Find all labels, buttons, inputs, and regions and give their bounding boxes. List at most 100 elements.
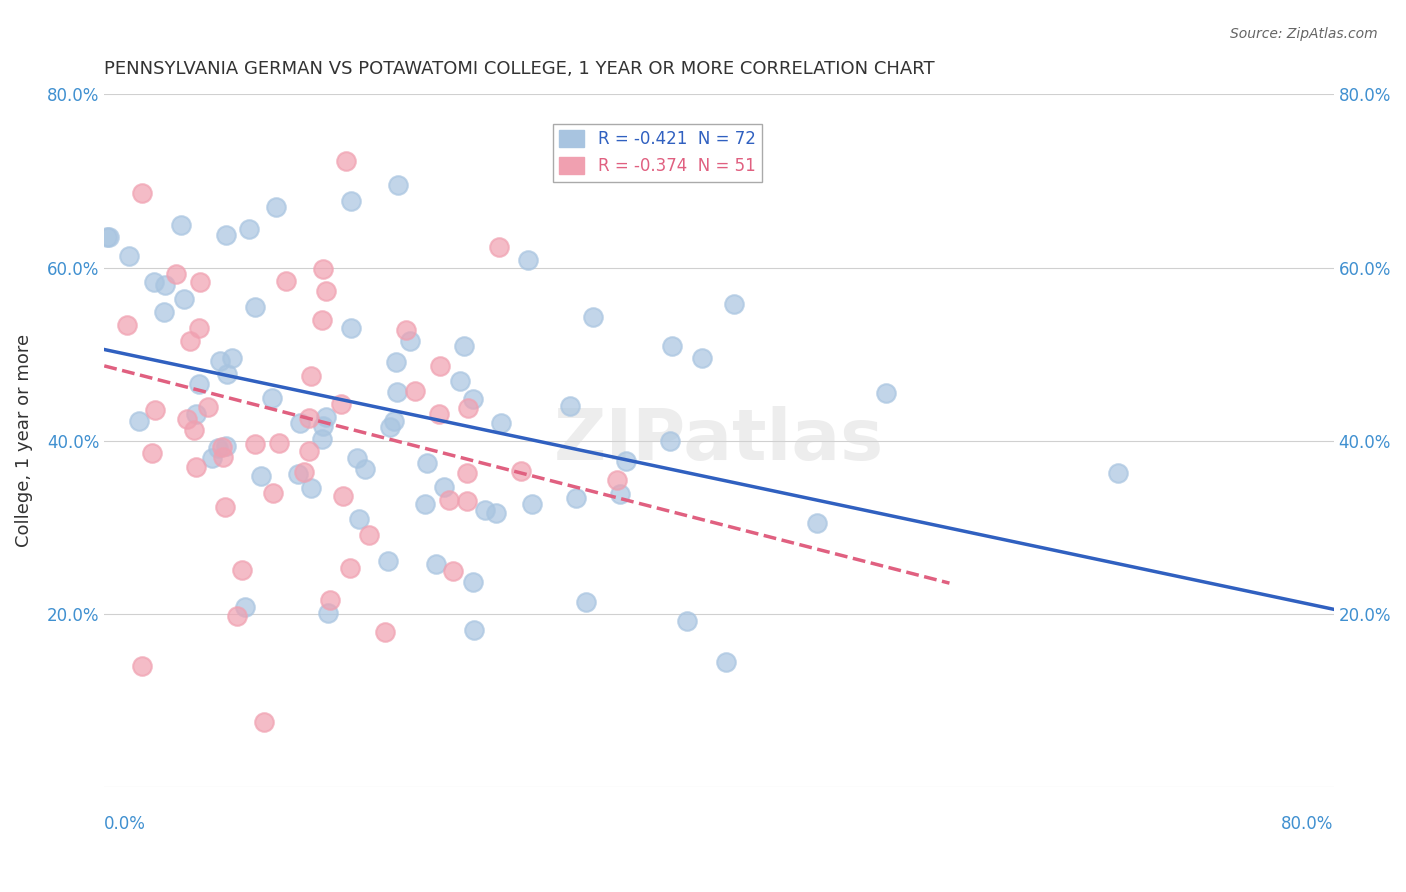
Point: [187, 321, 209, 335]
Point: [382, 414, 405, 428]
Point: [374, 625, 396, 640]
Point: [145, 402, 167, 417]
Point: [335, 154, 357, 169]
Point: [384, 355, 406, 369]
Point: [124, 59, 146, 73]
Point: [243, 436, 266, 450]
Point: [346, 451, 368, 466]
Point: [1107, 466, 1129, 480]
Point: [339, 321, 361, 335]
Text: Source: ZipAtlas.com: Source: ZipAtlas.com: [1230, 27, 1378, 41]
Point: [243, 300, 266, 314]
Point: [264, 200, 287, 214]
Point: [141, 446, 163, 460]
Point: [558, 399, 581, 413]
Point: [457, 401, 479, 415]
Point: [165, 267, 187, 281]
Point: [118, 249, 141, 263]
Point: [806, 516, 828, 531]
Point: [262, 485, 284, 500]
Point: [226, 609, 249, 624]
Point: [575, 595, 598, 609]
Point: [474, 503, 496, 517]
Point: [215, 367, 238, 381]
Point: [250, 469, 273, 483]
Point: [339, 561, 361, 575]
Point: [173, 292, 195, 306]
Point: [298, 411, 321, 425]
Point: [582, 310, 605, 324]
Point: [179, 334, 201, 348]
Point: [456, 493, 478, 508]
Point: [269, 436, 291, 450]
Point: [485, 507, 508, 521]
Point: [387, 178, 409, 193]
Point: [188, 275, 211, 289]
Point: [330, 397, 353, 411]
Point: [463, 623, 485, 637]
Point: [433, 480, 456, 494]
Point: [214, 228, 236, 243]
Point: [522, 497, 544, 511]
Point: [201, 451, 224, 466]
Point: [215, 439, 238, 453]
Point: [183, 423, 205, 437]
Point: [288, 417, 311, 431]
Point: [606, 473, 628, 487]
Point: [214, 500, 236, 514]
Point: [488, 240, 510, 254]
Point: [425, 557, 447, 571]
Point: [875, 385, 897, 400]
Point: [332, 489, 354, 503]
Point: [427, 407, 450, 421]
Point: [429, 359, 451, 373]
Point: [299, 368, 322, 383]
Point: [207, 442, 229, 456]
Point: [354, 461, 377, 475]
Point: [184, 460, 207, 475]
Point: [437, 493, 460, 508]
Y-axis label: College, 1 year or more: College, 1 year or more: [15, 334, 32, 548]
Point: [449, 374, 471, 388]
Point: [142, 276, 165, 290]
Point: [233, 599, 256, 614]
Point: [453, 339, 475, 353]
Point: [659, 434, 682, 449]
Point: [565, 491, 588, 505]
Point: [131, 659, 153, 673]
Point: [311, 432, 333, 446]
Point: [491, 416, 513, 430]
Point: [316, 606, 339, 620]
Point: [299, 481, 322, 495]
Point: [170, 219, 193, 233]
Point: [614, 454, 637, 468]
Point: [96, 230, 118, 244]
Point: [231, 563, 253, 577]
Point: [385, 384, 408, 399]
Point: [510, 464, 533, 478]
Point: [122, 44, 145, 58]
Point: [347, 511, 370, 525]
Point: [276, 274, 298, 288]
Point: [184, 408, 207, 422]
Point: [441, 564, 464, 578]
Point: [404, 384, 426, 398]
Point: [463, 575, 485, 590]
Point: [238, 221, 260, 235]
Text: 80.0%: 80.0%: [1281, 814, 1334, 833]
Point: [413, 497, 436, 511]
Legend: R = -0.421  N = 72, R = -0.374  N = 51: R = -0.421 N = 72, R = -0.374 N = 51: [553, 124, 762, 182]
Point: [97, 230, 120, 244]
Point: [609, 487, 631, 501]
Text: 0.0%: 0.0%: [104, 814, 146, 833]
Point: [311, 313, 333, 327]
Point: [416, 456, 439, 470]
Point: [153, 305, 176, 319]
Point: [380, 419, 402, 434]
Point: [221, 351, 243, 365]
Point: [312, 262, 335, 277]
Point: [176, 412, 198, 426]
Point: [315, 284, 337, 298]
Point: [298, 443, 321, 458]
Point: [208, 354, 231, 368]
